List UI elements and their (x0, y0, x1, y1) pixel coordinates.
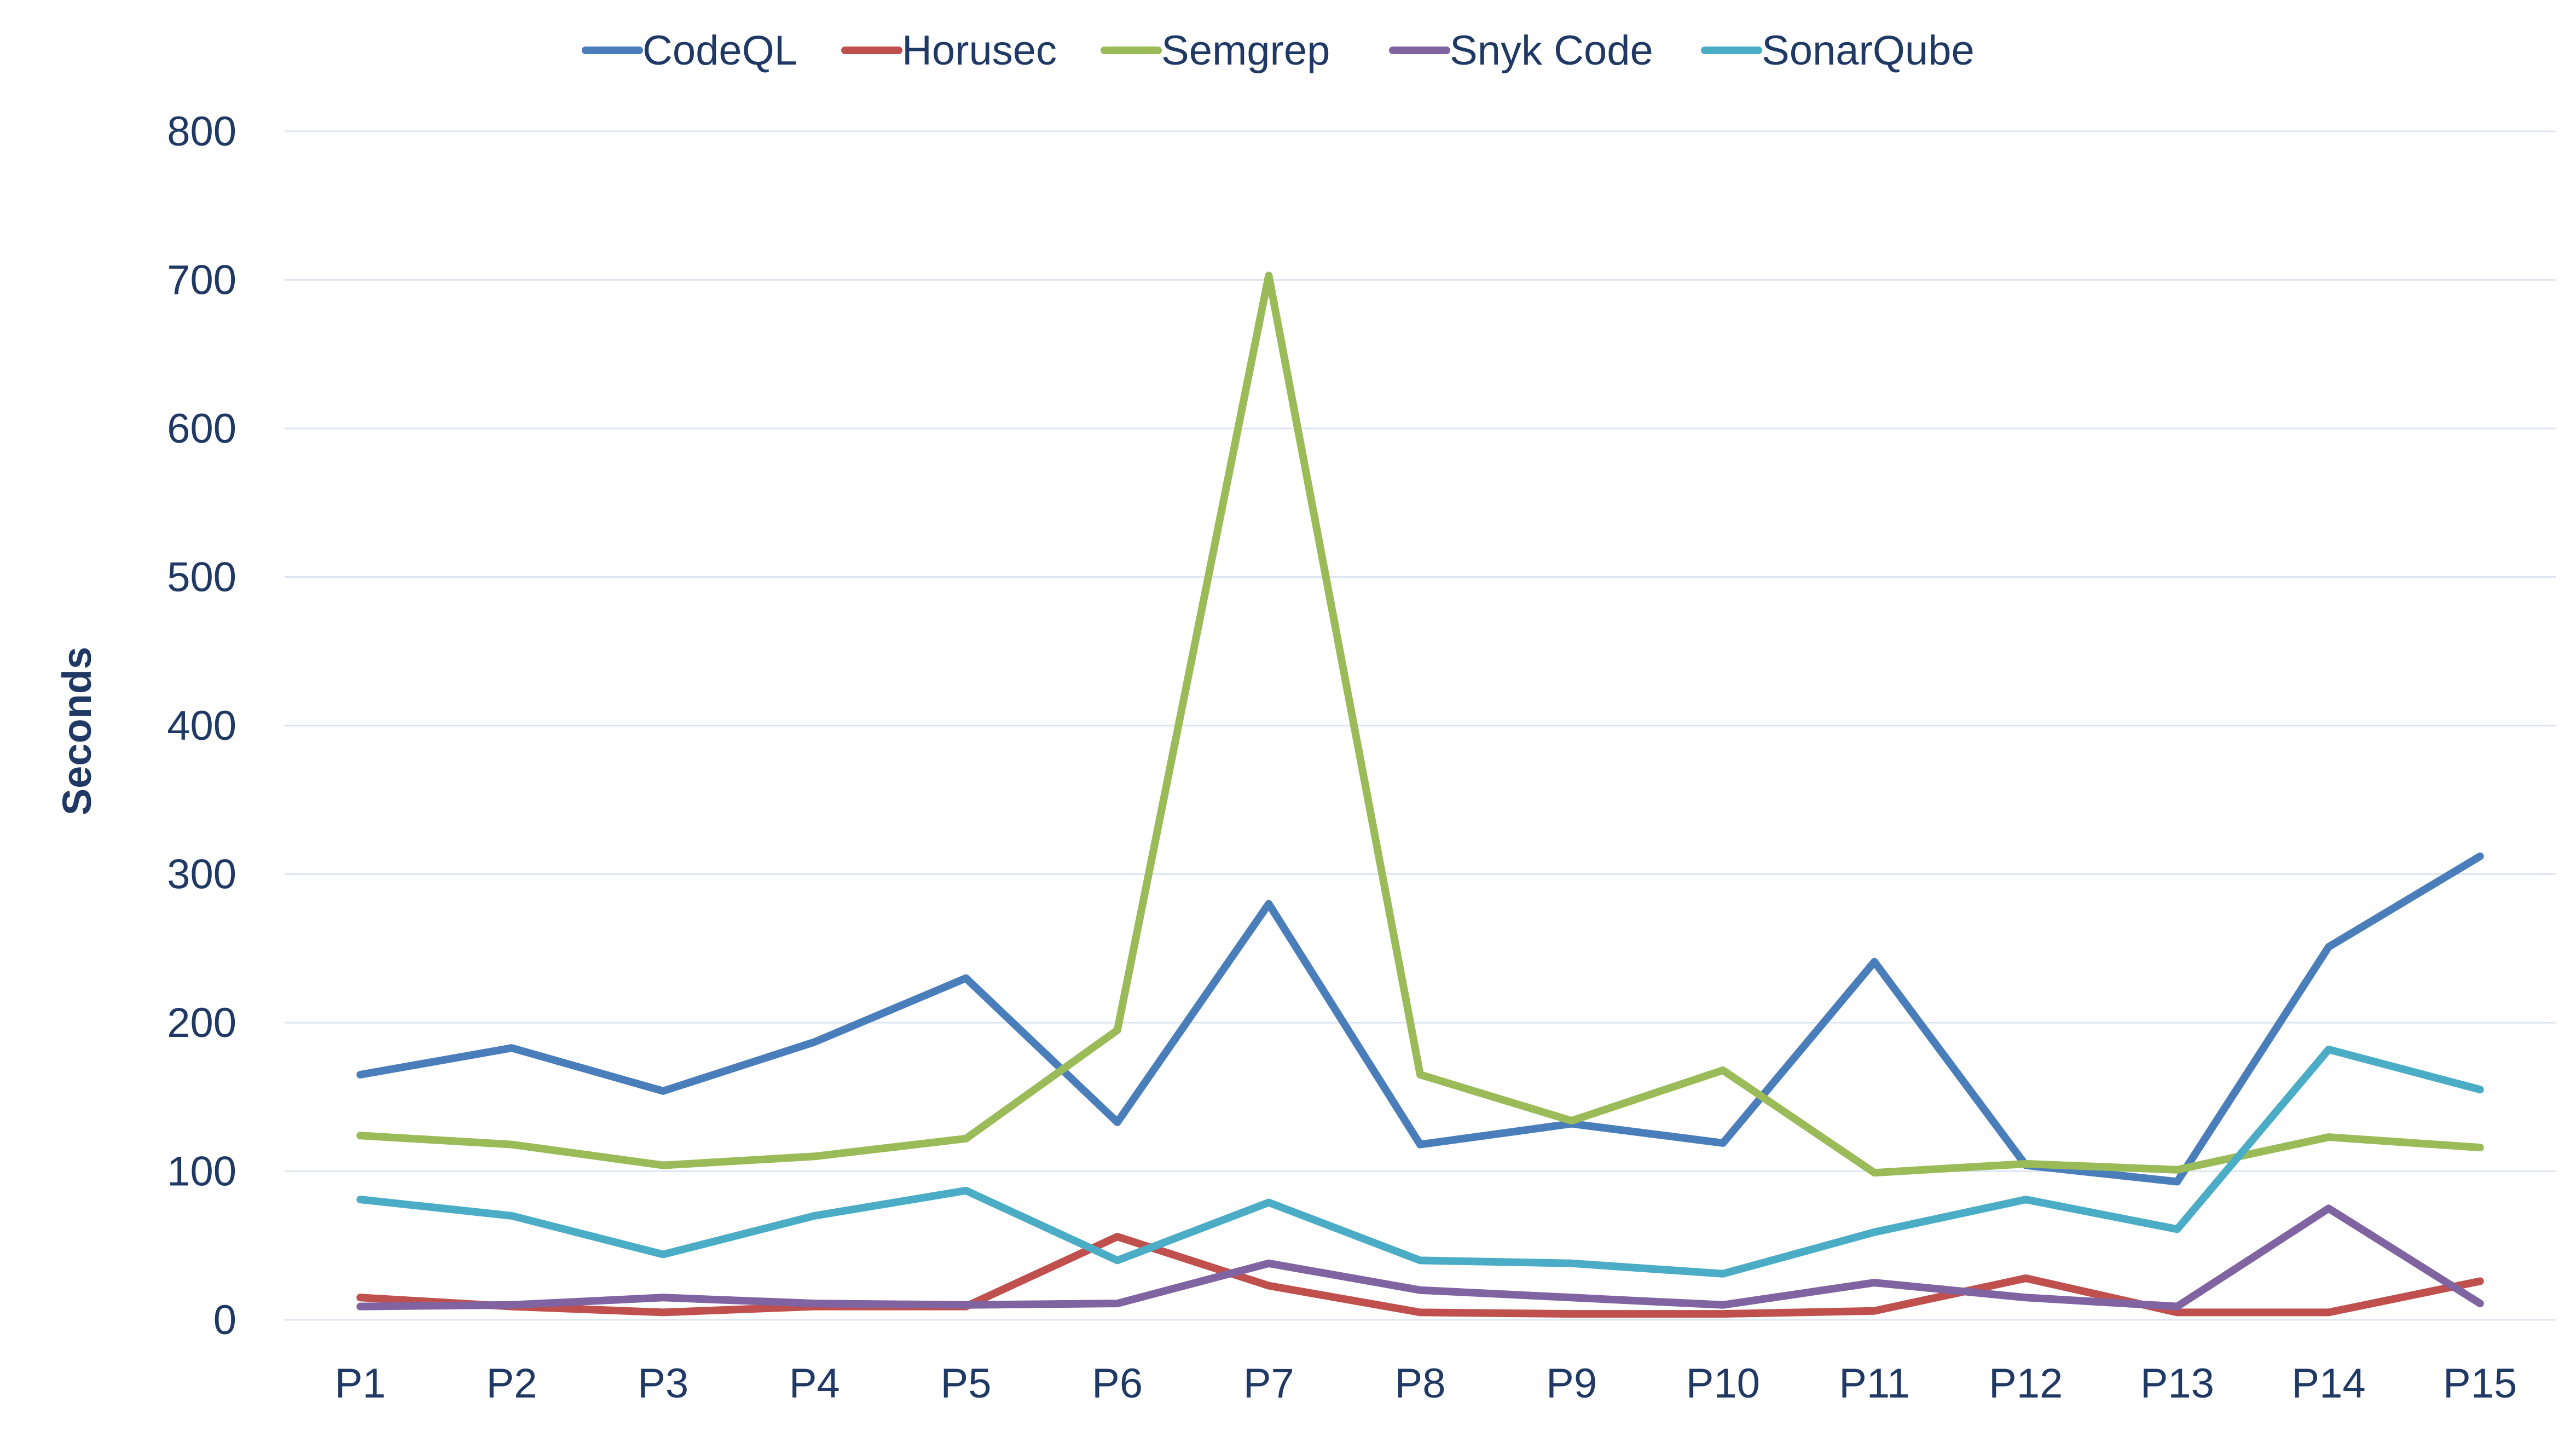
legend-label-semgrep: Semgrep (1161, 27, 1330, 74)
y-tick-label: 0 (213, 1297, 236, 1343)
y-tick-label: 600 (167, 405, 236, 452)
x-tick-label: P10 (1686, 1360, 1760, 1407)
y-tick-label: 300 (167, 851, 236, 898)
x-tick-label: P15 (2443, 1360, 2517, 1407)
series-line-codeql (356, 852, 2484, 1186)
y-tick-label: 400 (167, 703, 236, 749)
x-tick-label: P11 (1839, 1360, 1910, 1407)
series-line-sonarqube (356, 1045, 2484, 1278)
x-tick-label: P14 (2291, 1360, 2365, 1407)
legend-label-codeql: CodeQL (642, 27, 797, 74)
gridlines (285, 130, 2556, 1321)
y-axis-ticks: 0 100 200 300 400 500 600 700 800 (167, 108, 236, 1343)
x-tick-label: P6 (1092, 1360, 1143, 1407)
x-tick-label: P4 (789, 1360, 840, 1407)
series-lines (356, 271, 2484, 1318)
x-tick-label: P12 (1989, 1360, 2063, 1407)
x-tick-label: P7 (1243, 1360, 1294, 1407)
legend: CodeQL Horusec Semgrep Snyk Code SonarQube (582, 27, 1975, 74)
x-axis-ticks: P1 P2 P3 P4 P5 P6 P7 P8 P9 P10 P11 P12 P13 P14 P15 (335, 1360, 2517, 1407)
y-tick-label: 100 (167, 1149, 236, 1195)
legend-label-snyk-code: Snyk Code (1450, 27, 1653, 74)
x-tick-label: P8 (1395, 1360, 1446, 1407)
y-tick-label: 200 (167, 1000, 236, 1046)
y-tick-label: 800 (167, 108, 236, 155)
legend-label-horusec: Horusec (902, 27, 1057, 74)
x-tick-label: P1 (335, 1360, 386, 1407)
x-tick-label: P3 (638, 1360, 688, 1407)
x-tick-label: P5 (941, 1360, 992, 1407)
legend-label-sonarqube: SonarQube (1762, 27, 1975, 74)
y-axis-title: Seconds (54, 647, 100, 815)
y-tick-label: 500 (167, 554, 236, 601)
series-line-semgrep (356, 271, 2484, 1177)
series-line-snyk-code (356, 1204, 2484, 1311)
y-tick-label: 700 (167, 257, 236, 304)
x-tick-label: P9 (1546, 1360, 1597, 1407)
x-tick-label: P13 (2140, 1360, 2214, 1407)
x-tick-label: P2 (487, 1360, 537, 1407)
